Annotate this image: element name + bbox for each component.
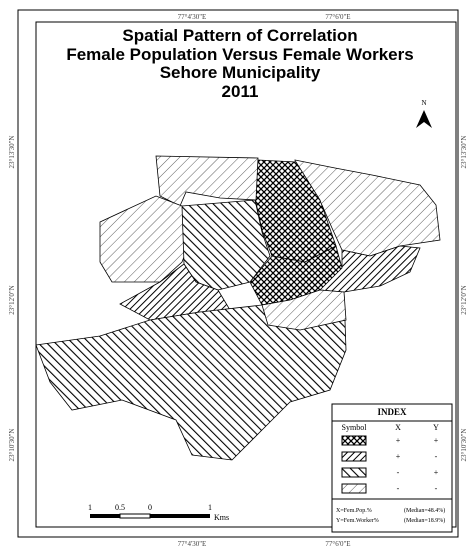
title-line: Sehore Municipality bbox=[160, 63, 321, 82]
north-arrow bbox=[416, 110, 432, 128]
legend-sign: - bbox=[397, 468, 400, 477]
map-frame bbox=[35, 21, 457, 528]
latitude-label: 23°12'0"N bbox=[8, 285, 16, 314]
scale-label: 1 bbox=[88, 503, 92, 512]
legend-sign: - bbox=[397, 484, 400, 493]
legend: INDEX Symbol X Y + + + - - + - - X=Fem.P… bbox=[331, 403, 453, 533]
legend-sign: + bbox=[396, 452, 401, 461]
legend-header: Y bbox=[433, 423, 439, 432]
wards bbox=[35, 155, 441, 461]
title-line: Spatial Pattern of Correlation bbox=[122, 26, 357, 45]
scale-unit: Kms bbox=[214, 513, 229, 522]
outer-frame bbox=[17, 9, 459, 538]
legend-note: (Median=48.4%) bbox=[404, 507, 445, 514]
legend-note: (Median=18.9%) bbox=[404, 517, 445, 524]
legend-header: X bbox=[395, 423, 401, 432]
legend-sign: - bbox=[435, 484, 438, 493]
scale-label: 1 bbox=[208, 503, 212, 512]
scale-label: 0.5 bbox=[115, 503, 125, 512]
legend-note: Y=Fem.Worker% bbox=[336, 518, 379, 524]
scale-label: 0 bbox=[148, 503, 152, 512]
legend-sign: + bbox=[434, 436, 439, 445]
legend-note: X=Fem.Pop.% bbox=[336, 508, 372, 514]
legend-sign: - bbox=[435, 452, 438, 461]
scale-bar: 1 0.5 0 1 Kms bbox=[88, 503, 229, 522]
latitude-label: 23°12'0"N bbox=[460, 285, 468, 314]
latitude-label: 23°10'30"N bbox=[8, 429, 16, 462]
title-line: Female Population Versus Female Workers bbox=[66, 45, 413, 64]
longitude-label: 77°4'30"E bbox=[178, 540, 207, 548]
ward bbox=[155, 155, 259, 207]
ward bbox=[261, 289, 347, 331]
longitude-label: 77°4'30"E bbox=[178, 13, 207, 21]
north-label: N bbox=[421, 99, 426, 107]
latitude-label: 23°13'30"N bbox=[8, 136, 16, 169]
latitude-label: 23°10'30"N bbox=[460, 429, 468, 462]
longitude-label: 77°6'0"E bbox=[325, 13, 350, 21]
ward bbox=[319, 245, 421, 293]
longitude-label: 77°6'0"E bbox=[325, 540, 350, 548]
title-line: 2011 bbox=[222, 82, 259, 101]
legend-sign: + bbox=[434, 468, 439, 477]
legend-title: INDEX bbox=[377, 407, 407, 417]
latitude-label: 23°13'30"N bbox=[460, 136, 468, 169]
ward bbox=[35, 291, 347, 461]
ward bbox=[99, 195, 201, 283]
legend-header: Symbol bbox=[342, 423, 368, 432]
legend-sign: + bbox=[396, 436, 401, 445]
